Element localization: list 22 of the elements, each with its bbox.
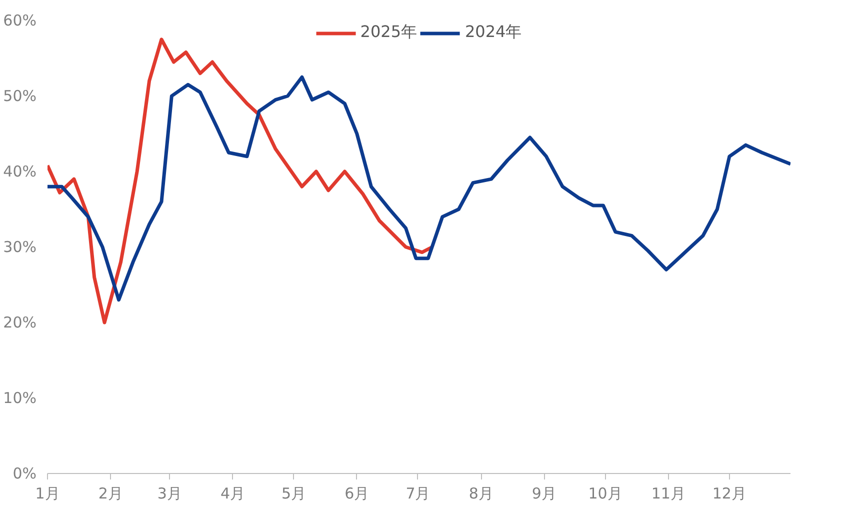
legend-label: 2024年 [465, 22, 522, 43]
x-tick-label: 4月 [220, 484, 246, 502]
y-tick-label: 20% [3, 314, 37, 332]
y-tick-label: 30% [3, 238, 37, 256]
y-tick-label: 50% [3, 87, 37, 105]
x-tick-label: 3月 [157, 484, 182, 502]
x-tick-label: 12月 [712, 484, 746, 502]
x-tick-label: 5月 [282, 484, 306, 502]
x-tick-label: 2月 [98, 484, 123, 502]
y-tick-label: 40% [3, 162, 37, 180]
line-series [48, 75, 790, 302]
y-tick-label: 0% [12, 464, 36, 482]
y-tick-label: 10% [3, 389, 37, 407]
y-tick-label: 60% [3, 12, 37, 30]
x-tick-label: 8月 [468, 484, 494, 502]
x-tick-label: 6月 [344, 484, 370, 502]
x-tick-label: 9月 [532, 484, 556, 502]
x-tick-label: 10月 [588, 484, 622, 502]
x-tick-label: 11月 [651, 484, 686, 502]
x-tick-label: 1月 [35, 484, 60, 502]
legend-label: 2025年 [360, 22, 417, 43]
x-tick-label: 7月 [406, 484, 430, 502]
